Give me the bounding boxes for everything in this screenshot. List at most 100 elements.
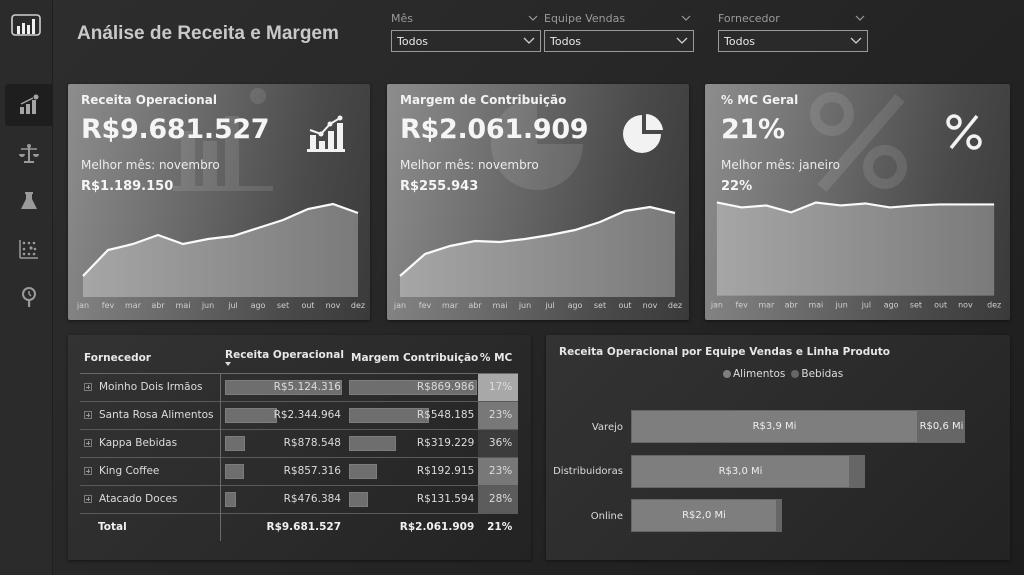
chart-legend: Alimentos Bebidas <box>723 368 843 380</box>
receita-area-chart[interactable]: jan fev mar abr mai jun jul ago set out nov dez <box>68 184 370 320</box>
filter-mes: Mês Todos <box>391 10 541 52</box>
col-header-receita[interactable]: Receita Operacional <box>220 343 345 374</box>
col-header-margem[interactable]: Margem Contribuição <box>345 343 479 374</box>
bar-chart-growth-icon <box>307 115 345 152</box>
chevron-down-icon[interactable] <box>680 14 692 22</box>
legend-item-alimentos[interactable]: Alimentos <box>723 368 785 380</box>
chevron-down-icon[interactable] <box>527 14 539 22</box>
kpi-title: Margem de Contribuição <box>400 93 567 107</box>
svg-text:out: out <box>934 300 947 309</box>
kpi-best-value: R$255.943 <box>400 179 479 194</box>
svg-text:fev: fev <box>419 301 432 310</box>
svg-text:ago: ago <box>251 301 266 310</box>
svg-text:set: set <box>910 300 922 309</box>
legend-dot-icon <box>791 369 800 378</box>
scale-icon <box>19 144 39 163</box>
receita-databar <box>224 407 277 423</box>
margem-databar <box>349 407 429 423</box>
kpi-value: R$9.681.527 <box>81 114 270 145</box>
filter-fornecedor-dropdown[interactable]: Todos <box>718 30 868 52</box>
filter-mes-dropdown[interactable]: Todos <box>391 30 541 52</box>
svg-text:jan: jan <box>393 301 406 310</box>
expand-icon[interactable] <box>84 411 92 419</box>
table-row[interactable]: King Coffee R$857.316 R$192.915 23% <box>80 456 519 485</box>
sidebar-item-revenue[interactable] <box>5 84 53 126</box>
category-label: Distribuidoras <box>553 466 623 477</box>
chart-title: Receita Operacional por Equipe Vendas e … <box>559 346 890 358</box>
svg-text:out: out <box>618 301 631 310</box>
kpi-value: 21% <box>721 114 785 145</box>
percent-icon <box>946 114 982 150</box>
scatter-plot-icon <box>19 240 38 259</box>
expand-icon[interactable] <box>84 467 92 475</box>
chevron-down-icon <box>850 37 862 44</box>
bar-varejo[interactable]: R$3,9 Mi R$0,6 Mi <box>631 410 965 443</box>
table-row[interactable]: Kappa Bebidas R$878.548 R$319.229 36% <box>80 428 519 457</box>
chevron-down-icon <box>523 37 535 44</box>
svg-text:fev: fev <box>102 301 115 310</box>
bar-online[interactable]: R$2,0 Mi <box>631 499 782 532</box>
svg-text:mai: mai <box>809 300 824 309</box>
receita-databar <box>224 435 245 451</box>
col-header-mc[interactable]: % MC <box>478 343 519 374</box>
table-row[interactable]: Santa Rosa Alimentos R$2.344.964 R$548.1… <box>80 400 519 429</box>
bar-distribuidoras[interactable]: R$3,0 Mi <box>631 455 865 488</box>
receita-databar <box>224 379 342 395</box>
receita-databar <box>224 463 244 479</box>
svg-text:mar: mar <box>125 301 142 310</box>
expand-icon[interactable] <box>84 495 92 503</box>
svg-text:jul: jul <box>544 301 555 310</box>
svg-text:dez: dez <box>351 301 365 310</box>
mc-cell: 17% <box>478 372 519 401</box>
category-label: Online <box>590 511 623 522</box>
bar-segment-alimentos[interactable]: R$3,0 Mi <box>631 455 850 488</box>
filter-value: Todos <box>550 34 582 48</box>
page-title: Análise de Receita e Margem <box>77 23 339 44</box>
svg-text:mar: mar <box>442 301 459 310</box>
sidebar-item-balance[interactable] <box>5 132 53 174</box>
margem-databar <box>349 463 377 479</box>
margem-area-chart[interactable]: jan fev mar abr mai jun jul ago set out nov dez <box>387 184 689 320</box>
legend-dot-icon <box>723 369 731 378</box>
mc-cell: 23% <box>478 400 519 429</box>
svg-text:jun: jun <box>835 300 848 309</box>
expand-icon[interactable] <box>84 439 92 447</box>
sidebar-item-scatter[interactable] <box>5 228 53 270</box>
bar-segment-alimentos[interactable]: R$3,9 Mi <box>631 410 918 443</box>
expand-icon[interactable] <box>84 383 92 391</box>
svg-text:abr: abr <box>151 301 165 310</box>
svg-text:dez: dez <box>668 301 682 310</box>
powerbi-logo-icon <box>11 14 41 36</box>
percent-watermark-icon <box>810 92 907 192</box>
chevron-down-icon[interactable] <box>854 14 866 22</box>
col-header-fornecedor[interactable]: Fornecedor <box>80 343 220 374</box>
table-row[interactable]: Moinho Dois Irmãos R$5.124.316 R$869.986… <box>80 372 519 401</box>
chart-growth-icon <box>20 94 39 114</box>
kpi-card-margem[interactable]: Margem de Contribuição R$2.061.909 Melho… <box>387 84 689 320</box>
svg-text:out: out <box>301 301 314 310</box>
kpi-best-value: R$1.189.150 <box>81 179 174 194</box>
bar-segment-bebidas[interactable]: R$0,6 Mi <box>918 410 965 443</box>
bar-segment-bebidas[interactable] <box>777 499 782 532</box>
kpi-card-receita[interactable]: Receita Operacional R$9.681.527 Melhor m… <box>68 84 370 320</box>
bar-segment-bebidas[interactable] <box>850 455 865 488</box>
kpi-title: % MC Geral <box>721 93 799 107</box>
bar-segment-alimentos[interactable]: R$2,0 Mi <box>631 499 777 532</box>
table-row[interactable]: Atacado Doces R$476.384 R$131.594 28% <box>80 484 519 513</box>
kpi-card-mc-geral[interactable]: % MC Geral 21% Melhor mês: janeiro 22% j… <box>705 84 1010 320</box>
margem-databar <box>349 491 368 507</box>
legend-item-bebidas[interactable]: Bebidas <box>791 368 843 380</box>
kpi-best-value: 22% <box>721 179 753 194</box>
margem-databar <box>349 435 396 451</box>
kpi-best-month: Melhor mês: novembro <box>81 158 220 172</box>
svg-text:mai: mai <box>176 301 191 310</box>
receita-databar <box>224 491 236 507</box>
flask-icon <box>21 192 37 209</box>
pie-chart-icon <box>623 114 663 153</box>
mc-geral-area-chart[interactable]: jan fev mar abr mai jun jul ago set out nov dez <box>705 184 1007 320</box>
sidebar-item-search-time[interactable] <box>5 276 53 318</box>
bar-chart-watermark-icon <box>173 88 273 191</box>
kpi-best-month: Melhor mês: novembro <box>400 158 539 172</box>
sidebar-item-lab[interactable] <box>5 180 53 222</box>
filter-equipe-vendas-dropdown[interactable]: Todos <box>544 30 694 52</box>
